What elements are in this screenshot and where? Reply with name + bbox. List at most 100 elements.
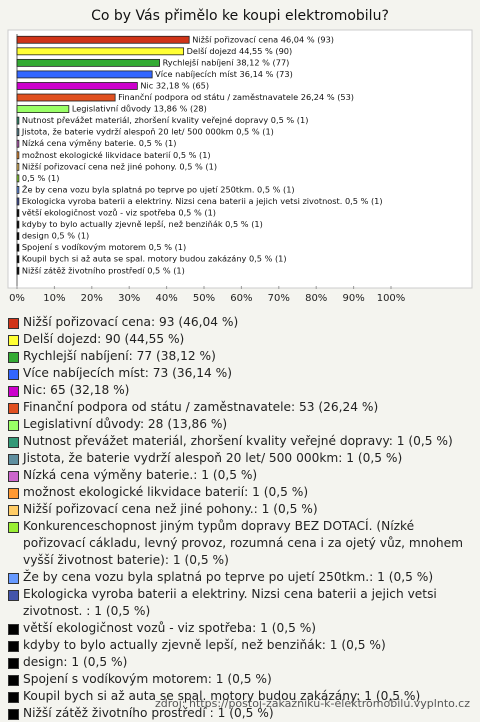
legend-label: Rychlejší nabíjení: 77 (38,12 %) bbox=[23, 349, 216, 363]
legend-item: Rychlejší nabíjení: 77 (38,12 %) bbox=[8, 348, 470, 365]
bar bbox=[16, 116, 20, 125]
bar bbox=[16, 197, 20, 206]
legend-label: Finanční podpora od státu / zaměstnavate… bbox=[23, 400, 379, 414]
legend-swatch bbox=[8, 488, 19, 499]
bar-label: Nic 32,18 % (65) bbox=[140, 80, 209, 90]
bar bbox=[16, 220, 20, 229]
x-tick-label: 40% bbox=[155, 293, 177, 304]
x-tick-label: 0% bbox=[9, 293, 25, 304]
legend-item: Spojení s vodíkovým motorem: 1 (0,5 %) bbox=[8, 671, 470, 688]
legend-swatch bbox=[8, 624, 19, 635]
legend-label: Více nabíjecích míst: 73 (36,14 %) bbox=[23, 366, 232, 380]
legend-item: design: 1 (0,5 %) bbox=[8, 654, 470, 671]
x-tick-label: 10% bbox=[43, 293, 65, 304]
legend-label: Nižší pořizovací cena než jiné pohony.: … bbox=[23, 502, 318, 516]
chart-title: Co by Vás přimělo ke koupi elektromobilu… bbox=[91, 8, 389, 24]
legend-swatch bbox=[8, 437, 19, 448]
legend-label: Nižší pořizovací cena: 93 (46,04 %) bbox=[23, 315, 239, 329]
legend-item: Jistota, že baterie vydrží alespoň 20 le… bbox=[8, 450, 470, 467]
bar-label: větší ekologičnost vozů - viz spotřeba 0… bbox=[22, 208, 216, 218]
bar bbox=[16, 243, 20, 252]
x-tick-label: 30% bbox=[118, 293, 140, 304]
bar bbox=[16, 128, 20, 137]
legend-label: Ekologicka vyroba baterii a elektriny. N… bbox=[23, 587, 437, 618]
legend-item: kdyby to bylo actually zjevně lepší, než… bbox=[8, 637, 470, 654]
bar-label: Jistota, že baterie vydrží alespoň 20 le… bbox=[21, 127, 274, 137]
legend-swatch bbox=[8, 420, 19, 431]
legend-label: Legislativní důvody: 28 (13,86 %) bbox=[23, 417, 228, 431]
x-tick-label: 20% bbox=[81, 293, 103, 304]
bar-label: Rychlejší nabíjení 38,12 % (77) bbox=[163, 57, 290, 67]
legend-item: větší ekologičnost vozů - viz spotřeba: … bbox=[8, 620, 470, 637]
x-tick-label: 50% bbox=[193, 293, 215, 304]
x-tick-label: 70% bbox=[268, 293, 290, 304]
legend-item: Že by cena vozu byla splatná po teprve p… bbox=[8, 569, 470, 586]
legend-item: Konkurenceschopnost jiným typům dopravy … bbox=[8, 518, 470, 569]
legend-label: Jistota, že baterie vydrží alespoň 20 le… bbox=[23, 451, 403, 465]
bar bbox=[16, 232, 20, 241]
bar-label: Nižší pořizovací cena než jiné pohony. 0… bbox=[22, 161, 217, 171]
bar-label: možnost ekologické likvidace baterií 0,5… bbox=[22, 150, 211, 160]
legend-swatch bbox=[8, 641, 19, 652]
legend-label: Nutnost převážet materiál, zhoršení kval… bbox=[23, 434, 453, 448]
legend-item: Nutnost převážet materiál, zhoršení kval… bbox=[8, 433, 470, 450]
legend-swatch bbox=[8, 573, 19, 584]
bar bbox=[16, 162, 20, 171]
bar-label: design 0,5 % (1) bbox=[22, 231, 89, 241]
legend-item: Ekologicka vyroba baterii a elektriny. N… bbox=[8, 586, 470, 620]
legend-swatch bbox=[8, 471, 19, 482]
legend-swatch bbox=[8, 403, 19, 414]
legend-label: Koupil bych si až auta se spal. motory b… bbox=[23, 689, 421, 703]
bar-label: Legislativní důvody 13,86 % (28) bbox=[72, 104, 207, 114]
bar-label: Nižší pořizovací cena 46,04 % (93) bbox=[192, 34, 334, 44]
legend-label: kdyby to bylo actually zjevně lepší, než… bbox=[23, 638, 386, 652]
bar-label: kdyby to bylo actually zjevně lepší, než… bbox=[22, 219, 263, 229]
bar bbox=[16, 174, 20, 183]
legend-item: Delší dojezd: 90 (44,55 %) bbox=[8, 331, 470, 348]
bar-label: Nízká cena výměny baterie. 0,5 % (1) bbox=[22, 138, 177, 148]
chart: Co by Vás přimělo ke koupi elektromobilu… bbox=[7, 8, 473, 304]
bar bbox=[16, 139, 20, 148]
bar-label: Nižší zátěž životního prostředí 0,5 % (1… bbox=[22, 265, 185, 275]
legend-label: Delší dojezd: 90 (44,55 %) bbox=[23, 332, 185, 346]
legend-item: Nízká cena výměny baterie.: 1 (0,5 %) bbox=[8, 467, 470, 484]
bar bbox=[16, 209, 20, 217]
legend-item: Nic: 65 (32,18 %) bbox=[8, 382, 470, 399]
bar bbox=[16, 93, 116, 102]
x-tick-label: 60% bbox=[230, 293, 252, 304]
legend-item: Legislativní důvody: 28 (13,86 %) bbox=[8, 416, 470, 433]
bar-label: 0,5 % (1) bbox=[22, 173, 60, 183]
bar bbox=[16, 186, 20, 194]
legend-label: Spojení s vodíkovým motorem: 1 (0,5 %) bbox=[23, 672, 272, 686]
legend-swatch bbox=[8, 675, 19, 686]
bar bbox=[16, 82, 138, 90]
legend-label: možnost ekologické likvidace baterií: 1 … bbox=[23, 485, 309, 499]
legend-swatch bbox=[8, 318, 19, 329]
bar-label: Ekologicka vyroba baterii a elektriny. N… bbox=[22, 196, 383, 206]
bar-label: Více nabíjecích míst 36,14 % (73) bbox=[155, 69, 293, 79]
x-tick-label: 90% bbox=[342, 293, 364, 304]
legend-label: Konkurenceschopnost jiným typům dopravy … bbox=[23, 519, 463, 567]
legend-swatch bbox=[8, 505, 19, 516]
legend-swatch bbox=[8, 658, 19, 669]
legend-swatch bbox=[8, 692, 19, 703]
legend-label: větší ekologičnost vozů - viz spotřeba: … bbox=[23, 621, 317, 635]
source: zdroj: https://postoj-zakazniku-k-elektr… bbox=[154, 697, 470, 710]
legend-swatch bbox=[8, 454, 19, 465]
bar-label: Spojení s vodíkovým motorem 0,5 % (1) bbox=[22, 242, 186, 252]
bar-label: Delší dojezd 44,55 % (90) bbox=[187, 46, 293, 56]
bar-label: Finanční podpora od státu / zaměstnavate… bbox=[118, 92, 354, 102]
legend-item: Nižší pořizovací cena: 93 (46,04 %) bbox=[8, 314, 470, 331]
legend-item: Finanční podpora od státu / zaměstnavate… bbox=[8, 399, 470, 416]
legend-swatch bbox=[8, 590, 19, 601]
bar-label: Nutnost převážet materiál, zhoršení kval… bbox=[22, 115, 309, 125]
legend: Nižší pořizovací cena: 93 (46,04 %) Delší… bbox=[8, 314, 470, 722]
legend-swatch bbox=[8, 369, 19, 380]
legend-swatch bbox=[8, 386, 19, 397]
bar bbox=[16, 47, 185, 56]
bar bbox=[16, 266, 20, 275]
legend-swatch bbox=[8, 352, 19, 363]
x-tick-label: 100% bbox=[377, 293, 406, 304]
legend-swatch bbox=[8, 335, 19, 346]
